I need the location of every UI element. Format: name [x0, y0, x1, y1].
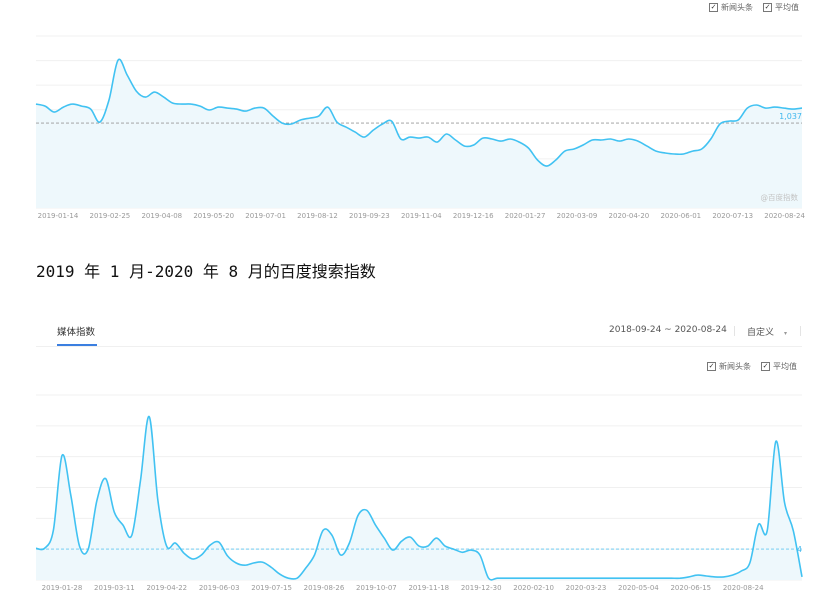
legend-average-label: 平均值 — [773, 362, 797, 371]
x-tick-label: 2020-03-23 — [566, 584, 607, 592]
legend-average-toggle[interactable]: ✓ 平均值 — [761, 361, 797, 372]
series-area — [36, 416, 802, 580]
x-tick-label: 2019-12-30 — [461, 584, 502, 592]
x-tick-label: 2020-03-09 — [557, 212, 598, 220]
date-range-display[interactable]: 2018-09-24 ~ 2020-08-24 — [609, 325, 727, 335]
caret-down-icon: ▾ — [784, 330, 788, 337]
x-tick-label: 2020-02-10 — [513, 584, 554, 592]
legend-top: ✓ 新闻头条 ✓ 平均值 — [709, 2, 799, 13]
x-tick-label: 2019-05-20 — [193, 212, 234, 220]
x-tick-label: 2019-02-25 — [90, 212, 131, 220]
x-tick-label: 2019-10-07 — [356, 584, 397, 592]
x-tick-label: 2019-01-28 — [42, 584, 83, 592]
custom-range-dropdown[interactable]: 自定义 ▾ — [747, 325, 787, 338]
x-tick-label: 2019-09-23 — [349, 212, 390, 220]
checkbox-checked-icon[interactable]: ✓ — [763, 3, 772, 12]
legend-news-toggle[interactable]: ✓ 新闻头条 — [707, 361, 751, 372]
x-tick-label: 2019-11-04 — [401, 212, 442, 220]
legend-average-label: 平均值 — [775, 3, 799, 12]
tab-media-index[interactable]: 媒体指数 — [57, 327, 96, 338]
x-tick-label: 2020-01-27 — [505, 212, 546, 220]
x-tick-label: 2020-08-24 — [764, 212, 805, 220]
custom-range-label: 自定义 — [747, 328, 775, 338]
x-tick-label: 2019-12-16 — [453, 212, 494, 220]
checkbox-checked-icon[interactable]: ✓ — [707, 362, 716, 371]
x-tick-label: 2020-05-04 — [618, 584, 659, 592]
x-tick-label: 2019-08-26 — [304, 584, 345, 592]
top-index-chart: 1,037 2019-01-14 2019-02-25 2019-04-08 2019-… — [35, 35, 805, 220]
figure-caption: 2019 年 1 月-2020 年 8 月的百度搜索指数 — [36, 262, 376, 281]
series-area — [36, 59, 802, 208]
x-tick-label: 2020-06-01 — [660, 212, 701, 220]
x-tick-label: 2020-06-15 — [670, 584, 711, 592]
media-index-chart: 4 2019-01-28 2019-03-11 2019-04-22 2019-06-0… — [35, 394, 803, 592]
average-value-label: 4 — [797, 545, 802, 554]
x-tick-label: 2019-07-15 — [251, 584, 292, 592]
average-value-label: 1,037 — [779, 112, 802, 121]
series-line — [35, 415, 803, 581]
legend-news-label: 新闻头条 — [721, 3, 753, 12]
x-tick-label: 2019-01-14 — [38, 212, 79, 220]
x-tick-label: 2020-04-20 — [609, 212, 650, 220]
x-tick-label: 2020-07-13 — [712, 212, 753, 220]
x-tick-label: 2019-06-03 — [199, 584, 240, 592]
header-divider — [36, 346, 802, 347]
checkbox-checked-icon[interactable]: ✓ — [709, 3, 718, 12]
x-tick-label: 2019-04-08 — [141, 212, 182, 220]
series-line — [35, 58, 803, 167]
legend-news-toggle[interactable]: ✓ 新闻头条 — [709, 2, 753, 13]
checkbox-checked-icon[interactable]: ✓ — [761, 362, 770, 371]
divider — [800, 326, 801, 336]
x-tick-label: 2019-11-18 — [408, 584, 449, 592]
legend-news-label: 新闻头条 — [719, 362, 751, 371]
x-tick-label: 2019-07-01 — [245, 212, 286, 220]
x-tick-label: 2019-08-12 — [297, 212, 338, 220]
x-tick-label: 2019-03-11 — [94, 584, 135, 592]
active-tab-indicator — [57, 344, 97, 346]
x-tick-label: 2019-04-22 — [146, 584, 187, 592]
x-tick-label: 2020-08-24 — [723, 584, 764, 592]
legend-average-toggle[interactable]: ✓ 平均值 — [763, 2, 799, 13]
legend-bottom: ✓ 新闻头条 ✓ 平均值 — [707, 361, 797, 372]
watermark-logo: @百度指数 — [761, 192, 799, 202]
divider — [734, 326, 735, 336]
